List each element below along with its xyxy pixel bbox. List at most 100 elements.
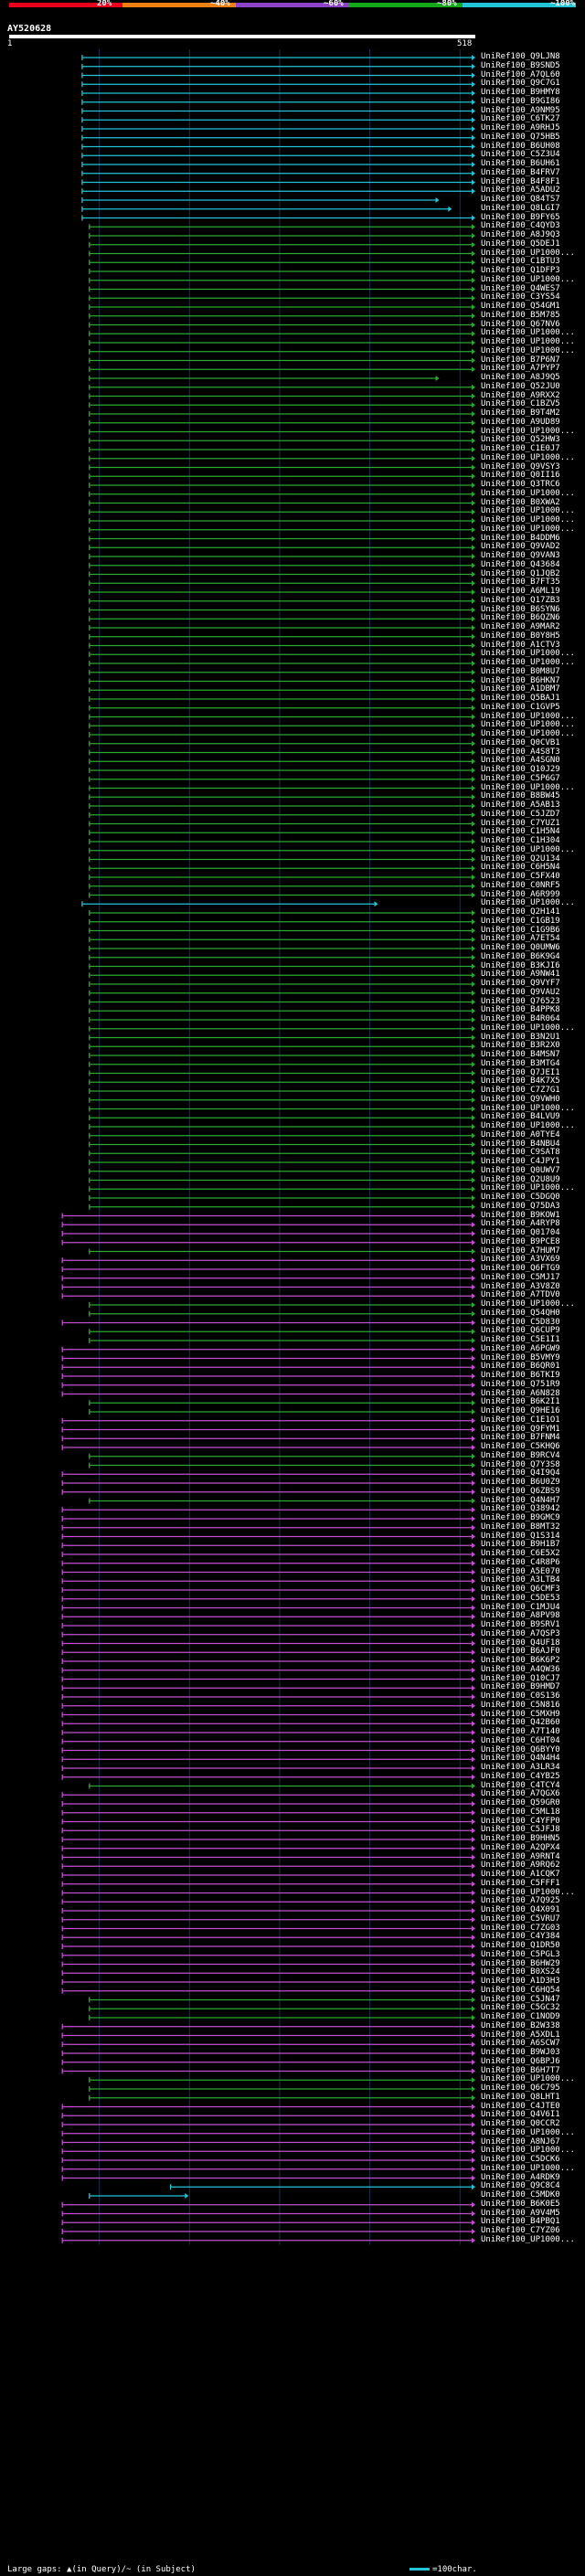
hit-alignment[interactable] bbox=[89, 438, 475, 444]
hit-label[interactable]: UniRef100_C5VRU7 bbox=[481, 1913, 560, 1924]
hit-alignment[interactable] bbox=[61, 2220, 475, 2226]
hit-alignment[interactable] bbox=[89, 509, 475, 515]
hit-alignment[interactable] bbox=[61, 1631, 475, 1638]
hit-alignment[interactable] bbox=[89, 723, 475, 729]
hit-alignment[interactable] bbox=[89, 625, 475, 631]
hit-label[interactable]: UniRef100_A9RQ62 bbox=[481, 1860, 560, 1871]
hit-alignment[interactable] bbox=[81, 63, 475, 69]
hit-alignment[interactable] bbox=[89, 1248, 475, 1255]
hit-alignment[interactable] bbox=[89, 1783, 475, 1789]
hit-label[interactable]: UniRef100_B8BW45 bbox=[481, 791, 560, 801]
hit-label[interactable]: UniRef100_A7PYP7 bbox=[481, 364, 560, 374]
hit-label[interactable]: UniRef100_B6UH08 bbox=[481, 141, 560, 151]
hit-label[interactable]: UniRef100_A4SGN0 bbox=[481, 756, 560, 766]
hit-label[interactable]: UniRef100_C7ZG03 bbox=[481, 1923, 560, 1933]
hit-alignment[interactable] bbox=[61, 1809, 475, 1816]
hit-alignment[interactable] bbox=[89, 545, 475, 551]
hit-alignment[interactable] bbox=[61, 1756, 475, 1763]
hit-label[interactable]: UniRef100_C1BZV5 bbox=[481, 399, 560, 409]
hit-label[interactable]: UniRef100_Q6C795 bbox=[481, 2083, 560, 2093]
hit-label[interactable]: UniRef100_A9UD89 bbox=[481, 417, 560, 427]
hit-label[interactable]: UniRef100_B4NBU4 bbox=[481, 1139, 560, 1149]
hit-alignment[interactable] bbox=[89, 571, 475, 578]
hit-alignment[interactable] bbox=[61, 1952, 475, 1958]
hit-label[interactable]: UniRef100_UP1000... bbox=[481, 248, 575, 258]
hit-label[interactable]: UniRef100_UP1000... bbox=[481, 711, 575, 721]
hit-label[interactable]: UniRef100_B9H1B7 bbox=[481, 1540, 560, 1550]
hit-label[interactable]: UniRef100_C1E1O1 bbox=[481, 1415, 560, 1425]
hit-label[interactable]: UniRef100_C0NRF5 bbox=[481, 880, 560, 890]
hit-label[interactable]: UniRef100_C5MXH9 bbox=[481, 1709, 560, 1719]
hit-alignment[interactable] bbox=[89, 304, 475, 310]
hit-label[interactable]: UniRef100_C1E0J7 bbox=[481, 444, 560, 453]
hit-alignment[interactable] bbox=[89, 1338, 475, 1343]
hit-label[interactable]: UniRef100_C5PGL3 bbox=[481, 1949, 560, 1959]
hit-alignment[interactable] bbox=[61, 1916, 475, 1923]
hit-label[interactable]: UniRef100_Q9VAN3 bbox=[481, 551, 560, 560]
hit-label[interactable]: UniRef100_B4LVU9 bbox=[481, 1112, 560, 1122]
hit-alignment[interactable] bbox=[89, 464, 475, 471]
hit-alignment[interactable] bbox=[61, 1426, 475, 1433]
hit-alignment[interactable] bbox=[61, 1667, 475, 1673]
hit-alignment[interactable] bbox=[61, 1881, 475, 1887]
hit-alignment[interactable] bbox=[89, 2193, 189, 2199]
hit-label[interactable]: UniRef100_C5FFF1 bbox=[481, 1878, 560, 1888]
hit-label[interactable]: UniRef100_Q8LHT1 bbox=[481, 2092, 560, 2102]
hit-alignment[interactable] bbox=[89, 260, 475, 266]
hit-alignment[interactable] bbox=[61, 1818, 475, 1825]
hit-alignment[interactable] bbox=[81, 197, 440, 203]
hit-alignment[interactable] bbox=[61, 1979, 475, 1985]
hit-label[interactable]: UniRef100_A4QW36 bbox=[481, 1664, 560, 1674]
hit-alignment[interactable] bbox=[61, 1222, 475, 1228]
hit-label[interactable]: UniRef100_Q4UF18 bbox=[481, 1638, 560, 1648]
hit-label[interactable]: UniRef100_B2W338 bbox=[481, 2020, 560, 2030]
hit-alignment[interactable] bbox=[81, 215, 475, 221]
hit-alignment[interactable] bbox=[89, 241, 475, 248]
hit-label[interactable]: UniRef100_A1CTV3 bbox=[481, 640, 560, 650]
hit-alignment[interactable] bbox=[61, 1970, 475, 1977]
hit-alignment[interactable] bbox=[61, 1640, 475, 1647]
hit-alignment[interactable] bbox=[61, 2166, 475, 2172]
hit-label[interactable]: UniRef100_Q59GR0 bbox=[481, 1798, 560, 1807]
hit-alignment[interactable] bbox=[89, 447, 475, 452]
hit-alignment[interactable] bbox=[89, 839, 475, 844]
hit-alignment[interactable] bbox=[61, 1480, 475, 1486]
hit-label[interactable]: UniRef100_B6QZN6 bbox=[481, 613, 560, 623]
hit-alignment[interactable] bbox=[89, 785, 475, 791]
hit-alignment[interactable] bbox=[61, 1445, 475, 1450]
hit-label[interactable]: UniRef100_UP1000... bbox=[481, 274, 575, 284]
hit-alignment[interactable] bbox=[89, 918, 475, 925]
hit-alignment[interactable] bbox=[61, 1373, 475, 1379]
hit-label[interactable]: UniRef100_B6U0Z9 bbox=[481, 1478, 560, 1487]
hit-alignment[interactable] bbox=[89, 1124, 475, 1129]
hit-label[interactable]: UniRef100_UP1000... bbox=[481, 1299, 575, 1309]
hit-label[interactable]: UniRef100_C5JFJ8 bbox=[481, 1825, 560, 1835]
hit-alignment[interactable] bbox=[89, 1088, 475, 1094]
hit-label[interactable]: UniRef100_B7P6N7 bbox=[481, 355, 560, 365]
hit-alignment[interactable] bbox=[89, 491, 475, 497]
hit-alignment[interactable] bbox=[89, 1017, 475, 1023]
hit-alignment[interactable] bbox=[61, 1275, 475, 1281]
hit-alignment[interactable] bbox=[89, 999, 475, 1005]
hit-label[interactable]: UniRef100_Q5BAJ1 bbox=[481, 694, 560, 703]
hit-label[interactable]: UniRef100_Q10J29 bbox=[481, 765, 560, 774]
hit-label[interactable]: UniRef100_B5VMY9 bbox=[481, 1352, 560, 1362]
hit-label[interactable]: UniRef100_Q43684 bbox=[481, 559, 560, 569]
hit-label[interactable]: UniRef100_C6E5X2 bbox=[481, 1549, 560, 1558]
hit-alignment[interactable] bbox=[81, 72, 475, 79]
hit-label[interactable]: UniRef100_Q6CUP9 bbox=[481, 1326, 560, 1336]
hit-label[interactable]: UniRef100_B9SRV1 bbox=[481, 1620, 560, 1629]
hit-alignment[interactable] bbox=[61, 1801, 475, 1807]
hit-label[interactable]: UniRef100_UP1000... bbox=[481, 488, 575, 498]
hit-label[interactable]: UniRef100_Q0II16 bbox=[481, 471, 560, 481]
hit-label[interactable]: UniRef100_UP1000... bbox=[481, 1023, 575, 1033]
hit-label[interactable]: UniRef100_Q2U134 bbox=[481, 853, 560, 864]
hit-label[interactable]: UniRef100_A7TDV0 bbox=[481, 1290, 560, 1300]
hit-label[interactable]: UniRef100_Q7JEI1 bbox=[481, 1067, 560, 1077]
hit-label[interactable]: UniRef100_A4RYP8 bbox=[481, 1219, 560, 1229]
hit-label[interactable]: UniRef100_B9FY65 bbox=[481, 212, 560, 222]
hit-label[interactable]: UniRef100_UP1000... bbox=[481, 2146, 575, 2156]
hit-alignment[interactable] bbox=[89, 331, 475, 337]
hit-alignment[interactable] bbox=[61, 2122, 475, 2127]
hit-alignment[interactable] bbox=[89, 1008, 475, 1014]
